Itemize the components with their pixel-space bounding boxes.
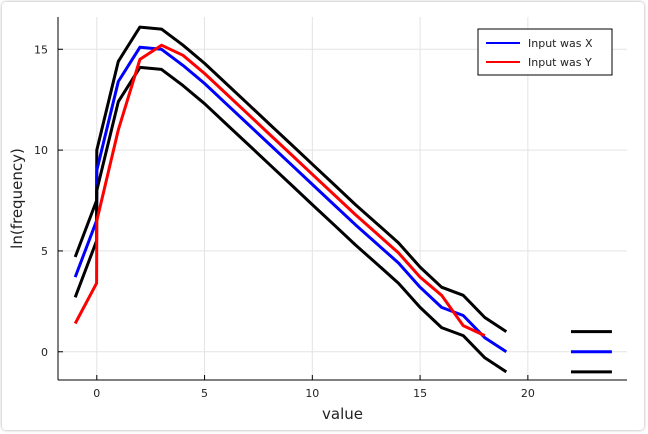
legend-label: Input was X <box>528 37 593 50</box>
series-line <box>73 43 486 337</box>
legend-label: Input was Y <box>528 56 592 69</box>
series-line <box>73 45 508 354</box>
x-tick-label: 15 <box>413 387 427 400</box>
legend: Input was X Input was Y <box>477 28 613 76</box>
x-tick-label: 5 <box>201 387 208 400</box>
series-line <box>73 65 508 374</box>
series-lines <box>73 25 612 374</box>
axes: 0 5 10 15 20 0 5 10 15 <box>34 17 627 400</box>
y-tick-label: 10 <box>34 144 48 157</box>
x-tick-label: 0 <box>93 387 100 400</box>
y-tick-label: 15 <box>34 43 48 56</box>
y-tick-label: 0 <box>41 346 48 359</box>
x-tick-label: 20 <box>521 387 535 400</box>
legend-box <box>477 28 613 76</box>
x-axis-label: value <box>322 405 363 423</box>
y-tick-label: 5 <box>41 245 48 258</box>
y-axis-label: ln(frequency) <box>8 148 26 249</box>
series-line <box>73 25 508 333</box>
x-tick-label: 10 <box>305 387 319 400</box>
